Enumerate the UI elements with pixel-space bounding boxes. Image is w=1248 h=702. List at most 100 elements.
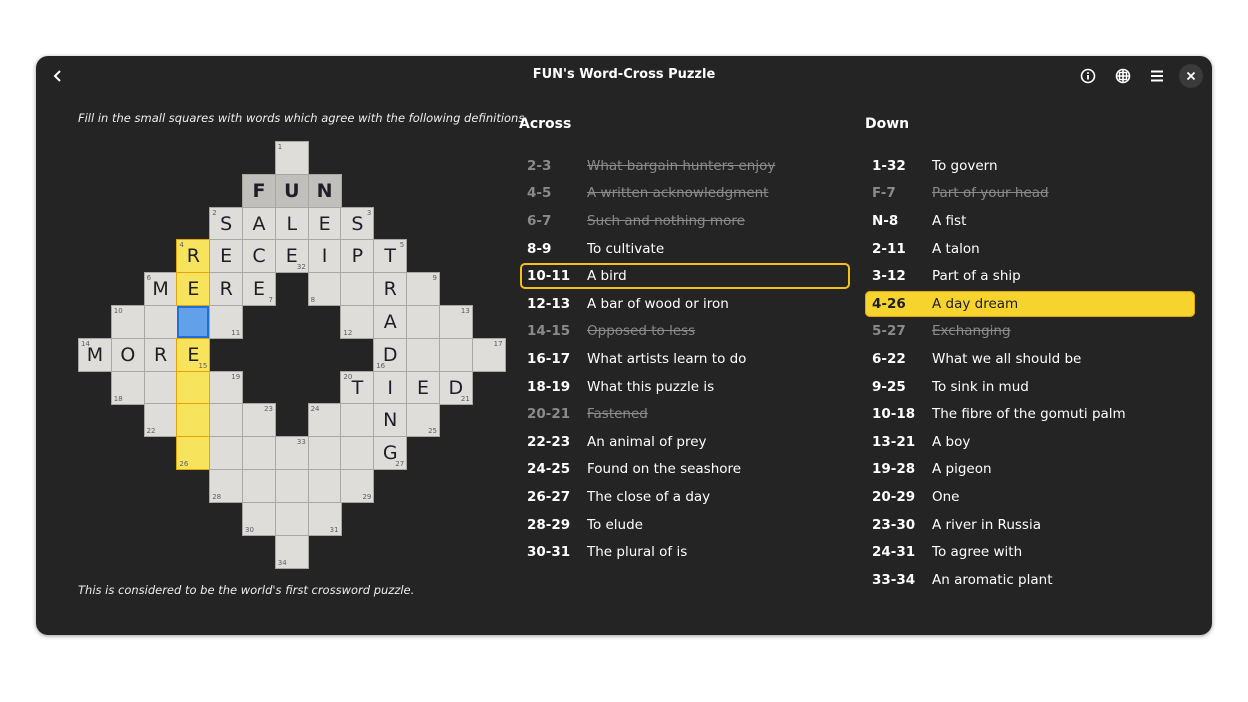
grid-cell[interactable] — [341, 437, 374, 470]
grid-cell[interactable]: 34 — [275, 535, 308, 568]
close-button[interactable] — [1179, 64, 1203, 88]
grid-cell[interactable]: 17 — [472, 338, 505, 371]
grid-cell[interactable]: E — [308, 207, 341, 240]
grid-cell[interactable]: 24 — [308, 404, 341, 437]
across-clue[interactable]: 14-15 Opposed to less — [520, 319, 850, 345]
grid-cell[interactable] — [308, 437, 341, 470]
grid-cell[interactable] — [177, 404, 210, 437]
across-clue[interactable]: 26-27 The close of a day — [520, 484, 850, 510]
grid-cell[interactable] — [243, 470, 275, 502]
grid-cell[interactable] — [210, 404, 243, 437]
grid-cell[interactable]: R — [374, 273, 407, 306]
grid-cell[interactable]: N — [308, 174, 341, 207]
grid-cell[interactable]: 12 — [341, 306, 374, 338]
grid-cell[interactable] — [210, 437, 243, 470]
grid-cell[interactable] — [243, 437, 275, 470]
across-clue[interactable]: 18-19 What this puzzle is — [520, 374, 850, 400]
across-clue[interactable]: 12-13 A bar of wood or iron — [520, 291, 850, 317]
down-clue[interactable]: 20-29 One — [865, 484, 1195, 510]
grid-cell[interactable] — [341, 273, 374, 306]
grid-cell[interactable]: 1 — [275, 142, 308, 174]
grid-cell[interactable]: A — [243, 207, 275, 240]
puzzle-set-button[interactable] — [1111, 64, 1135, 88]
grid-cell[interactable]: 19 — [210, 371, 243, 404]
grid-cell[interactable]: C — [243, 240, 275, 273]
grid-cell[interactable] — [177, 371, 210, 404]
across-clue[interactable]: 24-25 Found on the seashore — [520, 457, 850, 483]
across-clue[interactable]: 10-11 A bird — [520, 263, 850, 289]
grid-cell[interactable]: 30 — [243, 502, 275, 535]
grid-cell[interactable]: 33 — [275, 437, 308, 470]
grid-cell[interactable] — [177, 306, 210, 338]
grid-cell[interactable]: 31 — [308, 502, 341, 535]
grid-cell[interactable]: 25 — [407, 404, 439, 437]
menu-button[interactable] — [1145, 64, 1169, 88]
grid-cell[interactable]: L — [275, 207, 308, 240]
down-clue[interactable]: 6-22 What we all should be — [865, 346, 1195, 372]
across-clue[interactable]: 6-7 Such and nothing more — [520, 208, 850, 234]
down-clue[interactable]: 10-18 The fibre of the gomuti palm — [865, 401, 1195, 427]
across-clue[interactable]: 2-3 What bargain hunters enjoy — [520, 153, 850, 179]
down-clue[interactable]: 5-27 Exchanging — [865, 319, 1195, 345]
down-clue[interactable]: 2-11 A talon — [865, 236, 1195, 262]
grid-cell[interactable] — [341, 404, 374, 437]
grid-cell[interactable] — [275, 502, 308, 535]
grid-cell[interactable]: 18 — [111, 371, 144, 404]
across-clue[interactable]: 30-31 The plural of is — [520, 539, 850, 565]
grid-cell[interactable]: E — [177, 273, 210, 306]
across-clue[interactable]: 8-9 To cultivate — [520, 236, 850, 262]
grid-cell[interactable]: 22 — [144, 404, 177, 437]
grid-cell[interactable] — [439, 338, 472, 371]
down-clue[interactable]: 4-26 A day dream — [865, 290, 1195, 317]
across-clue[interactable]: 28-29 To elude — [520, 512, 850, 538]
grid-cell[interactable]: 10 — [111, 306, 144, 338]
grid-cell[interactable]: R — [210, 273, 243, 306]
grid-cell[interactable]: 28 — [210, 470, 243, 502]
grid-cell[interactable] — [144, 371, 177, 404]
grid-cell[interactable]: E 15 — [177, 338, 210, 371]
grid-cell[interactable]: O — [111, 338, 144, 371]
down-clue[interactable]: 19-28 A pigeon — [865, 457, 1195, 483]
grid-cell[interactable]: 29 — [341, 470, 374, 502]
grid-cell[interactable]: M 14 — [79, 338, 111, 371]
down-clue[interactable]: 9-25 To sink in mud — [865, 374, 1195, 400]
grid-cell[interactable]: E — [407, 371, 439, 404]
grid-cell[interactable] — [407, 306, 439, 338]
back-button[interactable] — [46, 64, 70, 88]
across-clue[interactable]: 22-23 An animal of prey — [520, 429, 850, 455]
grid-cell[interactable]: 8 — [308, 273, 341, 306]
grid-cell[interactable]: R — [144, 338, 177, 371]
grid-cell[interactable]: P — [341, 240, 374, 273]
grid-cell[interactable]: T 20 — [341, 371, 374, 404]
grid-cell[interactable]: A — [374, 306, 407, 338]
grid-cell[interactable]: E 32 — [275, 240, 308, 273]
grid-cell[interactable]: D 16 — [374, 338, 407, 371]
info-button[interactable] — [1076, 64, 1100, 88]
grid-cell[interactable] — [275, 470, 308, 502]
down-clue[interactable]: 24-31 To agree with — [865, 539, 1195, 565]
grid-cell[interactable]: D 21 — [439, 371, 472, 404]
grid-cell[interactable]: 26 — [177, 437, 210, 470]
grid-cell[interactable]: I — [374, 371, 407, 404]
grid-cell[interactable]: I — [308, 240, 341, 273]
down-clue[interactable]: 1-32 To govern — [865, 153, 1195, 179]
grid-cell[interactable] — [407, 338, 439, 371]
grid-cell[interactable]: 9 — [407, 273, 439, 306]
across-clue[interactable]: 20-21 Fastened — [520, 401, 850, 427]
grid-cell[interactable]: U — [275, 174, 308, 207]
grid-cell[interactable]: 11 — [210, 306, 243, 338]
across-clue[interactable]: 16-17 What artists learn to do — [520, 346, 850, 372]
down-clue[interactable]: F-7 Part of your head — [865, 181, 1195, 207]
grid-cell[interactable]: G 27 — [374, 437, 407, 470]
grid-cell[interactable]: 13 — [439, 306, 472, 338]
grid-cell[interactable]: F — [243, 174, 275, 207]
grid-cell[interactable] — [144, 306, 177, 338]
down-clue[interactable]: 33-34 An aromatic plant — [865, 567, 1195, 593]
grid-cell[interactable] — [308, 470, 341, 502]
